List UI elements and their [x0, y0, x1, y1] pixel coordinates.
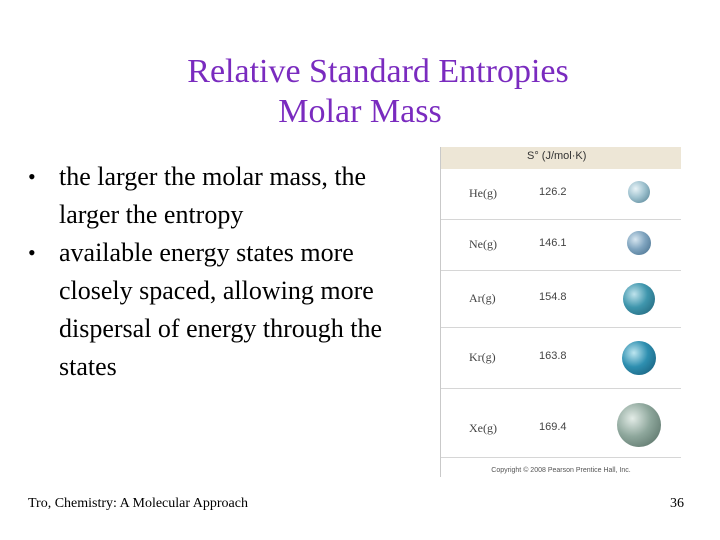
- helium-atom-sphere-icon: [628, 181, 650, 203]
- krypton-atom-sphere-icon: [622, 341, 656, 375]
- bullet-dot-icon: •: [28, 164, 36, 189]
- title-line-2: Molar Mass: [278, 93, 442, 130]
- entropy-value: 169.4: [539, 421, 567, 433]
- bullet-list: • the larger the molar mass, the larger …: [28, 158, 428, 386]
- bullet-text: available energy states more closely spa…: [59, 238, 382, 381]
- entropy-value: 126.2: [539, 186, 567, 198]
- table-header: S° (J/mol·K): [441, 147, 681, 169]
- gas-name: Kr(g): [469, 350, 496, 364]
- entropy-value: 154.8: [539, 291, 567, 303]
- entropy-value: 146.1: [539, 237, 567, 249]
- neon-atom-sphere-icon: [627, 231, 651, 255]
- bullet-item: • the larger the molar mass, the larger …: [28, 158, 428, 234]
- footer-source: Tro, Chemistry: A Molecular Approach: [28, 496, 248, 511]
- table-header-label: S° (J/mol·K): [527, 150, 587, 162]
- gas-name: Ar(g): [469, 291, 496, 305]
- bullet-dot-icon: •: [28, 240, 36, 265]
- figure-copyright: Copyright © 2008 Pearson Prentice Hall, …: [491, 467, 631, 474]
- table-row: Ar(g) 154.8: [441, 271, 681, 328]
- table-row: Ne(g) 146.1: [441, 220, 681, 271]
- gas-name: Ne(g): [469, 237, 497, 251]
- entropy-table-figure: S° (J/mol·K) He(g) 126.2 Ne(g) 146.1 Ar(…: [440, 147, 681, 477]
- gas-name: Xe(g): [469, 421, 497, 435]
- slide-title: Relative Standard Entropies Molar Mass: [0, 52, 720, 132]
- argon-atom-sphere-icon: [623, 283, 655, 315]
- bullet-item: • available energy states more closely s…: [28, 234, 428, 386]
- page-number: 36: [670, 496, 684, 511]
- entropy-value: 163.8: [539, 350, 567, 362]
- gas-name: He(g): [469, 186, 497, 200]
- table-row: He(g) 126.2: [441, 169, 681, 220]
- bullet-text: the larger the molar mass, the larger th…: [59, 162, 367, 229]
- title-line-1: Relative Standard Entropies: [187, 53, 569, 90]
- xenon-atom-sphere-icon: [617, 403, 661, 447]
- table-row: Xe(g) 169.4: [441, 389, 681, 458]
- table-row: Kr(g) 163.8: [441, 328, 681, 389]
